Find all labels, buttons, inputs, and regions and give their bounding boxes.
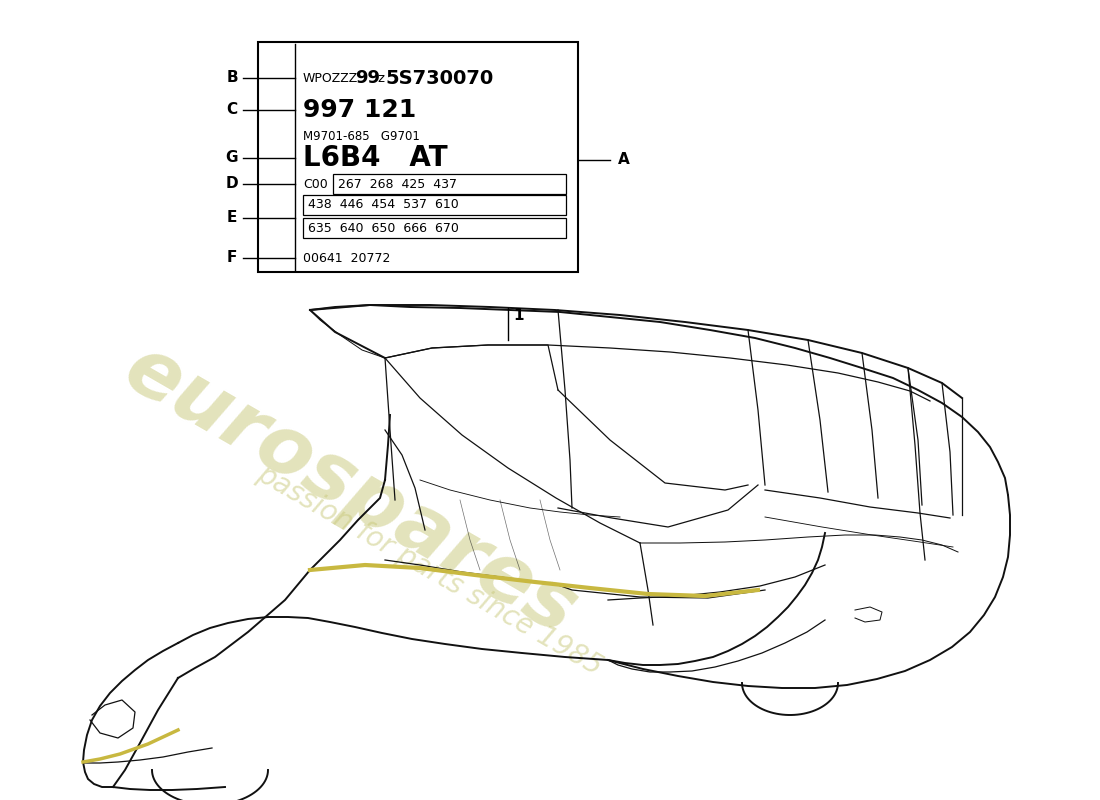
- Text: B: B: [227, 70, 238, 86]
- Text: eurospares: eurospares: [110, 329, 590, 651]
- Text: z: z: [377, 71, 384, 85]
- Text: WPOZZZ: WPOZZZ: [302, 71, 359, 85]
- Text: 5S730070: 5S730070: [385, 69, 493, 87]
- Text: 997 121: 997 121: [302, 98, 416, 122]
- Text: 438  446  454  537  610: 438 446 454 537 610: [308, 198, 459, 211]
- Text: D: D: [226, 177, 239, 191]
- Text: passion for parts since 1985: passion for parts since 1985: [253, 459, 607, 681]
- Text: C00: C00: [302, 178, 328, 190]
- Bar: [302, 218, 566, 238]
- Text: 267  268  425  437: 267 268 425 437: [338, 178, 456, 190]
- Text: L6B4   AT: L6B4 AT: [302, 144, 448, 172]
- Text: 635  640  650  666  670: 635 640 650 666 670: [308, 222, 459, 234]
- Text: F: F: [227, 250, 238, 266]
- Text: C: C: [227, 102, 238, 118]
- Text: A: A: [618, 153, 629, 167]
- Bar: [258, 42, 578, 272]
- Text: 99: 99: [355, 69, 380, 87]
- Text: 1: 1: [513, 307, 524, 322]
- Bar: [333, 174, 566, 194]
- Bar: [302, 195, 566, 215]
- Text: M9701-685   G9701: M9701-685 G9701: [302, 130, 420, 142]
- Text: 00641  20772: 00641 20772: [302, 251, 390, 265]
- Text: E: E: [227, 210, 238, 226]
- Text: G: G: [226, 150, 239, 166]
